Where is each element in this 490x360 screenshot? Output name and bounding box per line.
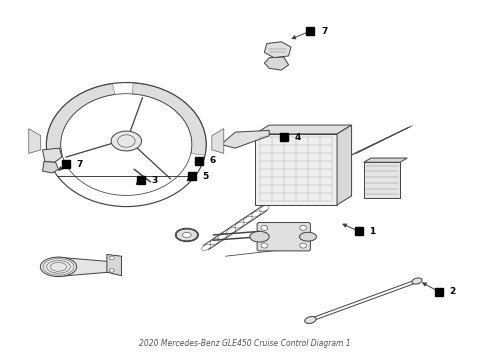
Ellipse shape — [182, 233, 191, 238]
Text: 4: 4 — [294, 133, 301, 142]
Text: 7: 7 — [321, 27, 327, 36]
Text: 6: 6 — [210, 156, 216, 165]
Polygon shape — [58, 257, 109, 276]
FancyBboxPatch shape — [255, 134, 337, 205]
Polygon shape — [43, 148, 62, 162]
Circle shape — [109, 269, 114, 272]
Polygon shape — [221, 130, 269, 148]
Text: 7: 7 — [76, 159, 83, 168]
Ellipse shape — [305, 316, 316, 324]
Ellipse shape — [299, 232, 317, 241]
Ellipse shape — [111, 131, 142, 151]
Circle shape — [300, 225, 307, 230]
Ellipse shape — [40, 257, 76, 276]
Polygon shape — [47, 84, 115, 155]
Ellipse shape — [250, 231, 269, 242]
Ellipse shape — [175, 228, 198, 242]
Circle shape — [261, 243, 268, 248]
Circle shape — [261, 225, 268, 230]
Text: 5: 5 — [202, 172, 209, 181]
Text: 1: 1 — [369, 227, 376, 236]
FancyBboxPatch shape — [364, 162, 400, 198]
Polygon shape — [29, 129, 41, 153]
Text: 2020 Mercedes-Benz GLE450 Cruise Control Diagram 1: 2020 Mercedes-Benz GLE450 Cruise Control… — [139, 339, 351, 348]
Polygon shape — [255, 125, 352, 134]
Polygon shape — [132, 83, 206, 155]
Polygon shape — [364, 158, 407, 162]
Polygon shape — [337, 125, 352, 205]
Ellipse shape — [412, 278, 422, 284]
Polygon shape — [107, 255, 122, 276]
Circle shape — [109, 256, 114, 260]
Polygon shape — [43, 162, 58, 173]
Polygon shape — [265, 57, 289, 70]
FancyBboxPatch shape — [257, 222, 310, 251]
Circle shape — [300, 243, 307, 248]
Polygon shape — [265, 42, 291, 58]
Text: 2: 2 — [449, 287, 456, 296]
Text: 3: 3 — [151, 176, 158, 185]
Polygon shape — [212, 129, 224, 153]
